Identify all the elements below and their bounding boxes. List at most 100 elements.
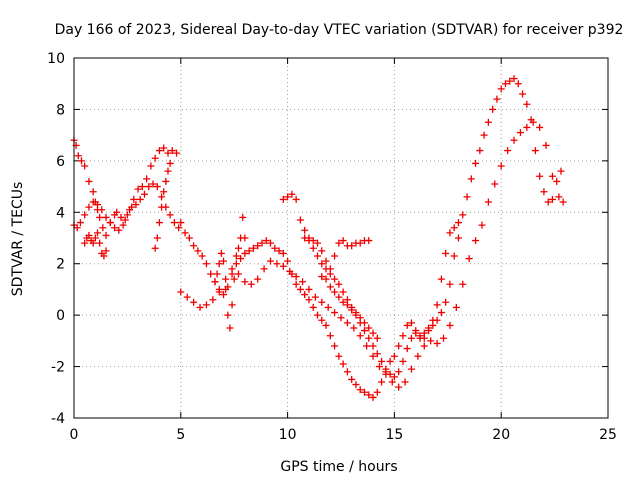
data-point (360, 319, 368, 327)
data-point (271, 244, 279, 252)
chart-title: Day 166 of 2023, Sidereal Day-to-day VTE… (55, 22, 624, 38)
x-tick-label: 15 (385, 427, 403, 443)
data-point (93, 201, 101, 209)
data-point (301, 234, 309, 242)
data-point (220, 291, 228, 299)
data-point (121, 216, 129, 224)
data-point (331, 288, 339, 296)
data-point (318, 298, 326, 306)
data-point (309, 244, 317, 252)
data-point (412, 329, 420, 337)
data-point (153, 234, 161, 242)
data-point (76, 219, 84, 227)
series-6 (318, 273, 381, 342)
data-point (136, 195, 144, 203)
data-point (275, 247, 283, 255)
data-point (331, 309, 339, 317)
data-point (360, 388, 368, 396)
data-point (73, 224, 81, 232)
data-point (273, 260, 281, 268)
data-point (478, 221, 486, 229)
data-point (239, 213, 247, 221)
data-point (162, 177, 170, 185)
data-point (151, 154, 159, 162)
data-point (339, 360, 347, 368)
data-point (536, 123, 544, 131)
data-point (100, 252, 108, 260)
data-point (209, 296, 217, 304)
data-point (510, 136, 518, 144)
data-point (96, 213, 104, 221)
data-point (401, 378, 409, 386)
data-point (352, 309, 360, 317)
data-point (128, 203, 136, 211)
data-point (352, 381, 360, 389)
data-point (194, 247, 202, 255)
data-point (555, 193, 563, 201)
data-point (249, 244, 257, 252)
data-point (446, 321, 454, 329)
data-point (433, 316, 441, 324)
data-point (360, 327, 368, 335)
data-point (175, 224, 183, 232)
data-point (335, 239, 343, 247)
data-point (348, 306, 356, 314)
data-point (373, 350, 381, 358)
data-point (89, 198, 97, 206)
data-point (514, 80, 522, 88)
data-point (343, 242, 351, 250)
data-point (356, 332, 364, 340)
data-point (420, 329, 428, 337)
data-point (106, 219, 114, 227)
data-point (472, 237, 480, 245)
data-point (442, 249, 450, 257)
data-point (314, 311, 322, 319)
data-point (523, 100, 531, 108)
y-tick-label: 4 (56, 205, 65, 221)
data-point (311, 293, 319, 301)
data-point (198, 252, 206, 260)
y-tick-label: -4 (51, 411, 65, 427)
data-point (232, 252, 240, 260)
data-point (155, 219, 163, 227)
data-point (196, 303, 204, 311)
data-point (553, 177, 561, 185)
data-point (102, 247, 110, 255)
data-point (77, 157, 85, 165)
data-point (452, 303, 460, 311)
data-point (217, 249, 225, 257)
data-point (510, 75, 518, 83)
data-point (335, 280, 343, 288)
data-point (102, 213, 110, 221)
data-point (363, 342, 371, 350)
data-point (531, 147, 539, 155)
data-point (296, 216, 304, 224)
data-point (322, 321, 330, 329)
data-point (356, 314, 364, 322)
data-point (241, 249, 249, 257)
data-point (232, 260, 240, 268)
data-point (190, 298, 198, 306)
data-point (143, 175, 151, 183)
data-point (369, 352, 377, 360)
data-point (343, 368, 351, 376)
data-point (228, 301, 236, 309)
data-point (501, 80, 509, 88)
data-point (138, 183, 146, 191)
data-point (491, 180, 499, 188)
data-points (70, 75, 567, 401)
data-point (284, 257, 292, 265)
data-point (132, 201, 140, 209)
data-point (158, 203, 166, 211)
data-point (119, 221, 127, 229)
data-point (202, 260, 210, 268)
data-point (425, 324, 433, 332)
data-point (267, 239, 275, 247)
data-point (260, 265, 268, 273)
x-tick-label: 20 (492, 427, 510, 443)
plot-frame (73, 57, 609, 419)
data-point (529, 118, 537, 126)
data-point (170, 219, 178, 227)
series-1 (70, 118, 567, 391)
